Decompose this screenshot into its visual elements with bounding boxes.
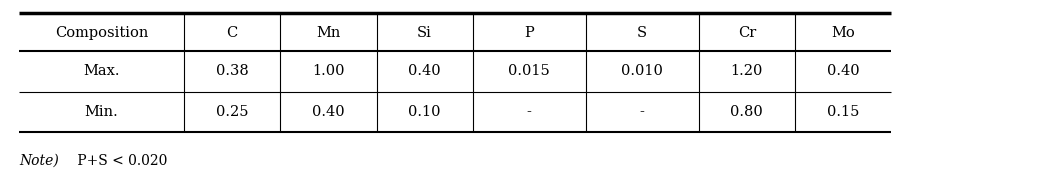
Text: Mo: Mo <box>832 26 855 40</box>
Text: Max.: Max. <box>84 64 119 79</box>
Text: 0.10: 0.10 <box>408 105 441 119</box>
Text: Composition: Composition <box>54 26 149 40</box>
Text: 0.38: 0.38 <box>215 64 249 79</box>
Text: Si: Si <box>417 26 432 40</box>
Text: C: C <box>227 26 237 40</box>
Text: 0.25: 0.25 <box>215 105 249 119</box>
Text: 0.40: 0.40 <box>408 64 441 79</box>
Text: 0.40: 0.40 <box>826 64 860 79</box>
Text: Cr: Cr <box>737 26 756 40</box>
Text: 0.15: 0.15 <box>827 105 859 119</box>
Text: 0.40: 0.40 <box>312 105 345 119</box>
Text: -: - <box>527 105 531 119</box>
Text: Min.: Min. <box>85 105 118 119</box>
Text: Mn: Mn <box>316 26 341 40</box>
Text: Note): Note) <box>19 154 59 168</box>
Text: P: P <box>524 26 535 40</box>
Text: 0.015: 0.015 <box>508 64 550 79</box>
Text: 0.80: 0.80 <box>730 105 764 119</box>
Text: 1.20: 1.20 <box>731 64 763 79</box>
Text: -: - <box>640 105 644 119</box>
Text: P+S < 0.020: P+S < 0.020 <box>73 154 167 168</box>
Text: S: S <box>637 26 647 40</box>
Text: 0.010: 0.010 <box>621 64 663 79</box>
Text: 1.00: 1.00 <box>312 64 345 79</box>
